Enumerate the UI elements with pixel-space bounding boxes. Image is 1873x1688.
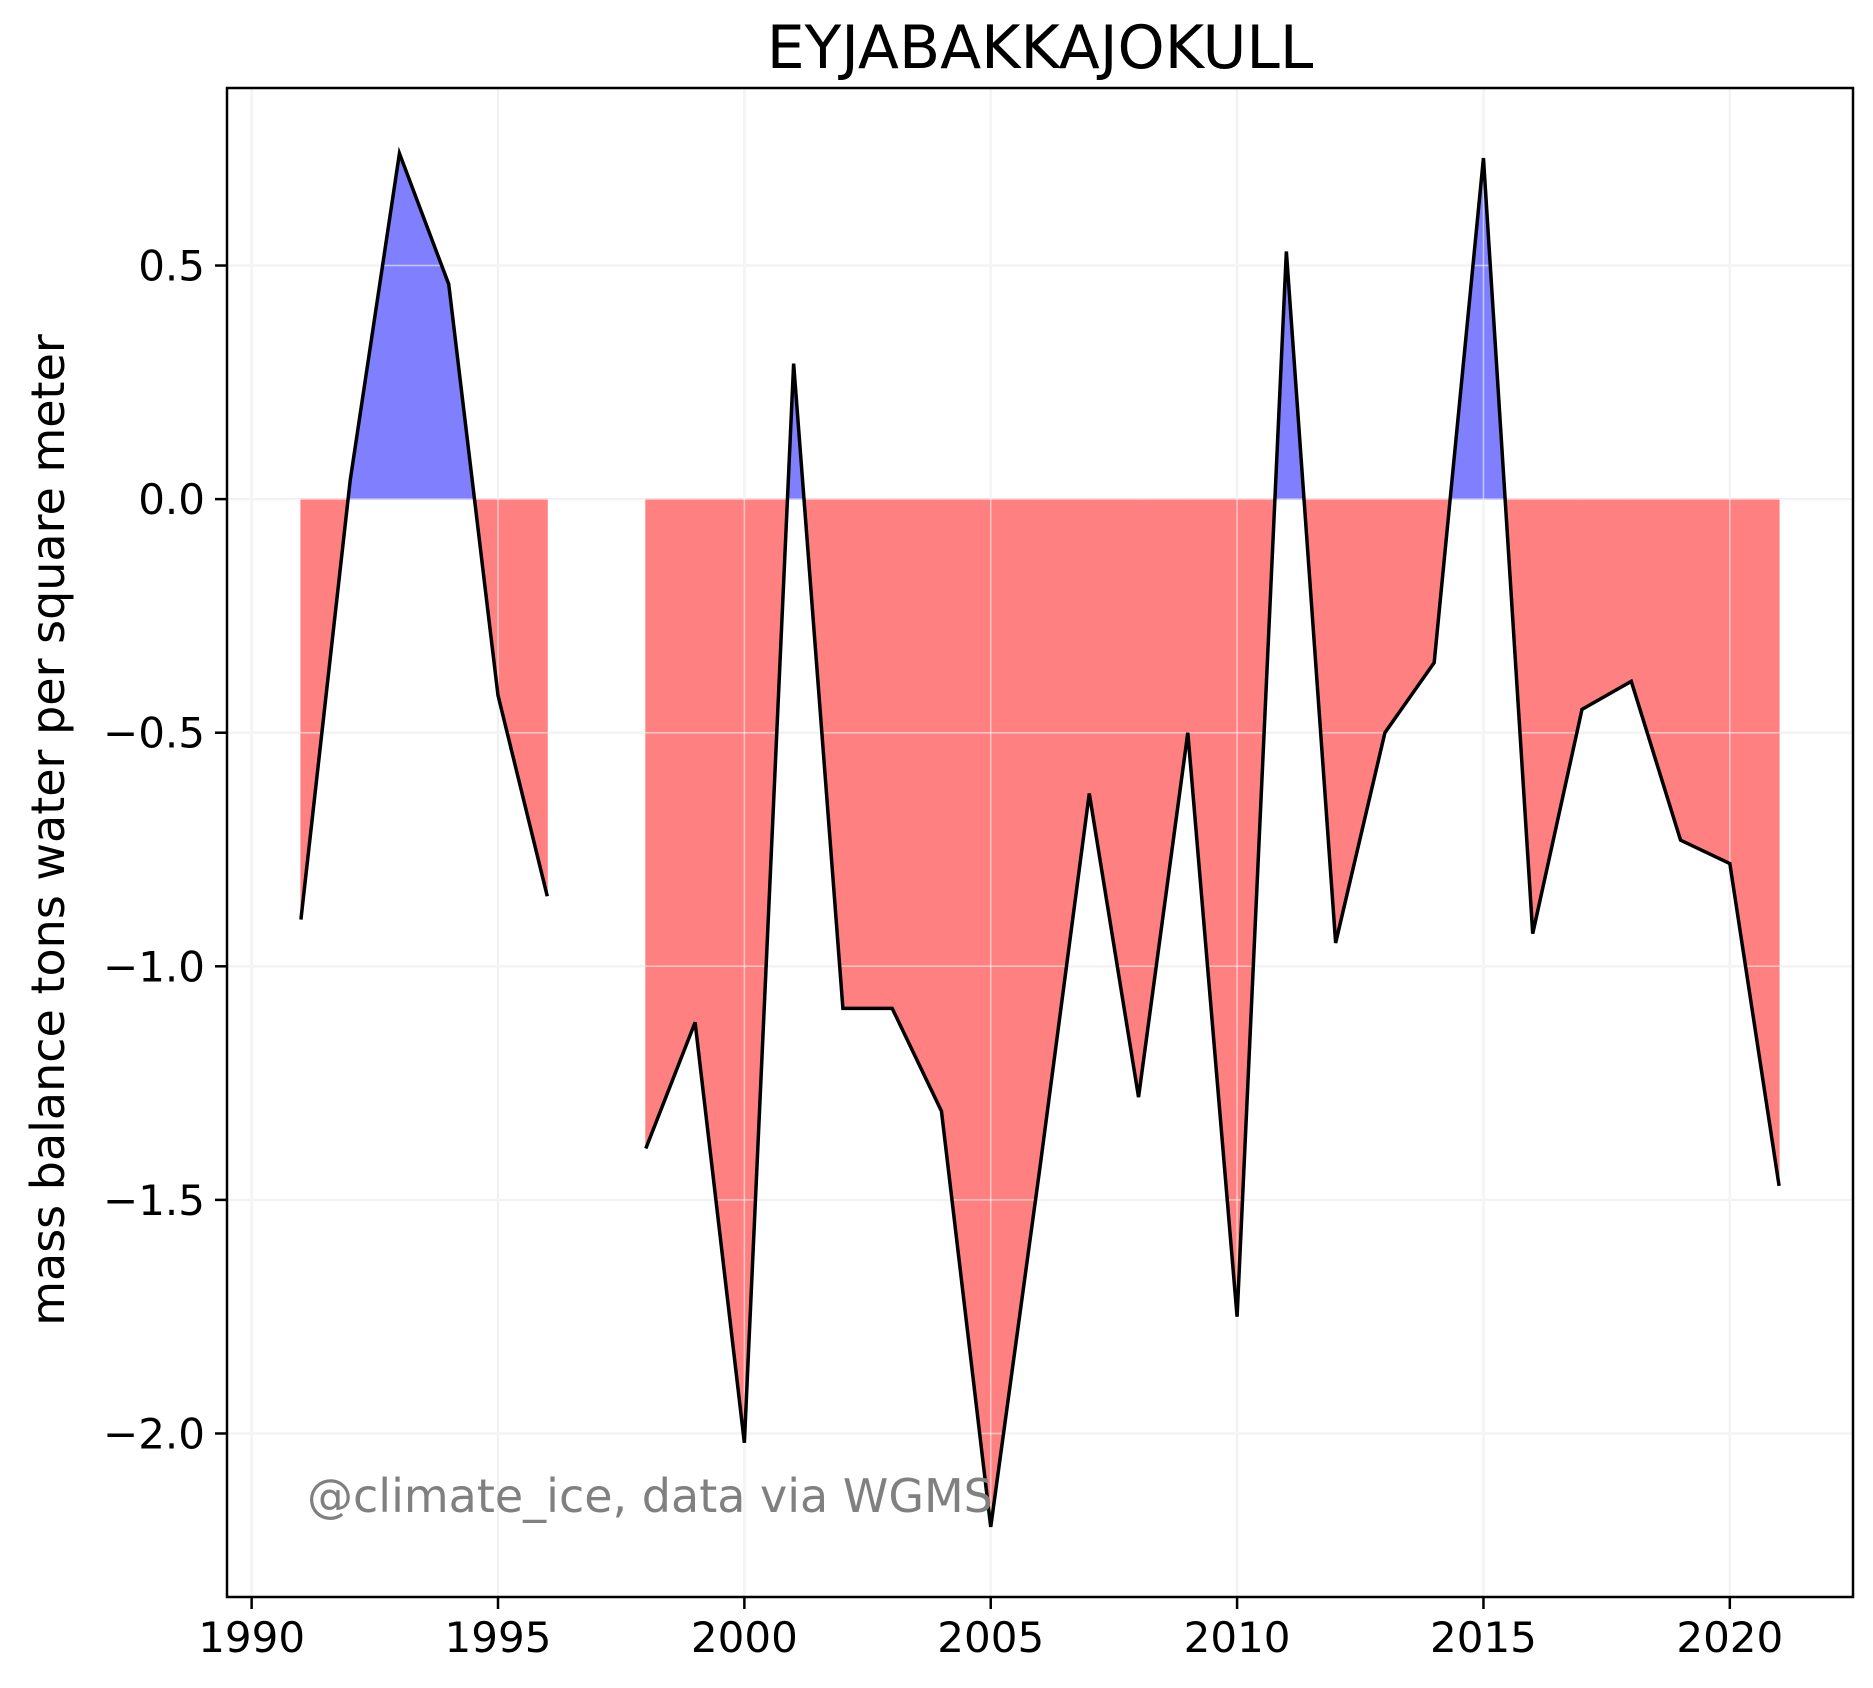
- x-tick-label: 2010: [1184, 1613, 1291, 1662]
- y-tick-label: 0.0: [138, 475, 205, 524]
- axes: 1990 1995 2000 2005 2010 2015 2020 0.5 0.0 −0.5 −1…: [103, 86, 1855, 1662]
- data-point: [1333, 940, 1339, 946]
- series-line: [299, 146, 549, 920]
- y-axis-label: mass balance tons water per square meter: [21, 334, 75, 1326]
- data-point: [347, 477, 353, 483]
- data-point: [938, 1108, 944, 1114]
- y-tick-label: −2.0: [103, 1409, 205, 1458]
- negative-fill-area: [497, 498, 548, 897]
- data-point: [1037, 1164, 1043, 1170]
- data-point: [298, 917, 304, 923]
- data-point: [1480, 155, 1486, 161]
- data-point: [988, 1524, 994, 1530]
- data-point: [1382, 730, 1388, 736]
- negative-fill-area: [1335, 498, 1386, 944]
- plot-frame: [225, 86, 1855, 1599]
- x-tick-label: 1990: [198, 1613, 305, 1662]
- data-point: [1579, 706, 1585, 712]
- negative-fill-area: [940, 498, 992, 1527]
- data-point: [1530, 931, 1536, 937]
- y-tick-label: 0.5: [138, 242, 205, 291]
- data-point: [1136, 1094, 1142, 1100]
- negative-fill-area: [1581, 498, 1632, 711]
- y-tick-label: −1.5: [103, 1176, 205, 1225]
- series-line: [644, 157, 1781, 1528]
- data-point: [1727, 861, 1733, 867]
- data-point: [495, 692, 501, 698]
- negative-fill-area: [1680, 498, 1731, 865]
- negative-fill-area: [1630, 498, 1682, 841]
- negative-fill-area: [1532, 498, 1583, 934]
- data-point: [1628, 678, 1634, 684]
- data-point: [446, 281, 452, 287]
- x-tick-label: 2000: [691, 1613, 798, 1662]
- source-annotation: @climate_ice, data via WGMS: [307, 1469, 993, 1523]
- data-point: [1431, 660, 1437, 666]
- fill-areas: [227, 88, 1853, 1597]
- negative-fill-area: [1729, 498, 1780, 1186]
- negative-fill-area: [990, 498, 1041, 1527]
- negative-fill-area: [1088, 498, 1140, 1098]
- negative-fill-area: [891, 498, 942, 1112]
- data-point: [1086, 790, 1092, 796]
- data-point: [791, 361, 797, 367]
- data-point: [1234, 1314, 1240, 1320]
- chart-title: EYJABAKKAJOKULL: [767, 13, 1314, 83]
- x-tick-label: 2015: [1430, 1613, 1537, 1662]
- y-tick-label: −1.0: [103, 942, 205, 991]
- series-lines: [298, 146, 1782, 1530]
- negative-fill-area: [842, 498, 893, 1009]
- data-point: [889, 1005, 895, 1011]
- data-point: [544, 893, 550, 899]
- data-point: [396, 150, 402, 156]
- negative-fill-area: [645, 498, 696, 1149]
- data-point: [1678, 837, 1684, 843]
- x-tick-label: 2020: [1676, 1613, 1783, 1662]
- x-tick-label: 1995: [445, 1613, 552, 1662]
- data-point: [1185, 730, 1191, 736]
- positive-fill-area: [398, 153, 450, 500]
- negative-fill-area: [1187, 498, 1238, 1317]
- data-point: [1283, 249, 1289, 255]
- negative-fill-area: [694, 498, 745, 1443]
- data-point: [643, 1146, 649, 1152]
- data-point: [1776, 1183, 1782, 1189]
- y-tick-label: −0.5: [103, 709, 205, 758]
- x-tick-label: 2005: [937, 1613, 1044, 1662]
- data-point: [840, 1005, 846, 1011]
- data-point: [692, 1019, 698, 1025]
- data-point: [741, 1440, 747, 1446]
- negative-fill-area: [1039, 498, 1090, 1168]
